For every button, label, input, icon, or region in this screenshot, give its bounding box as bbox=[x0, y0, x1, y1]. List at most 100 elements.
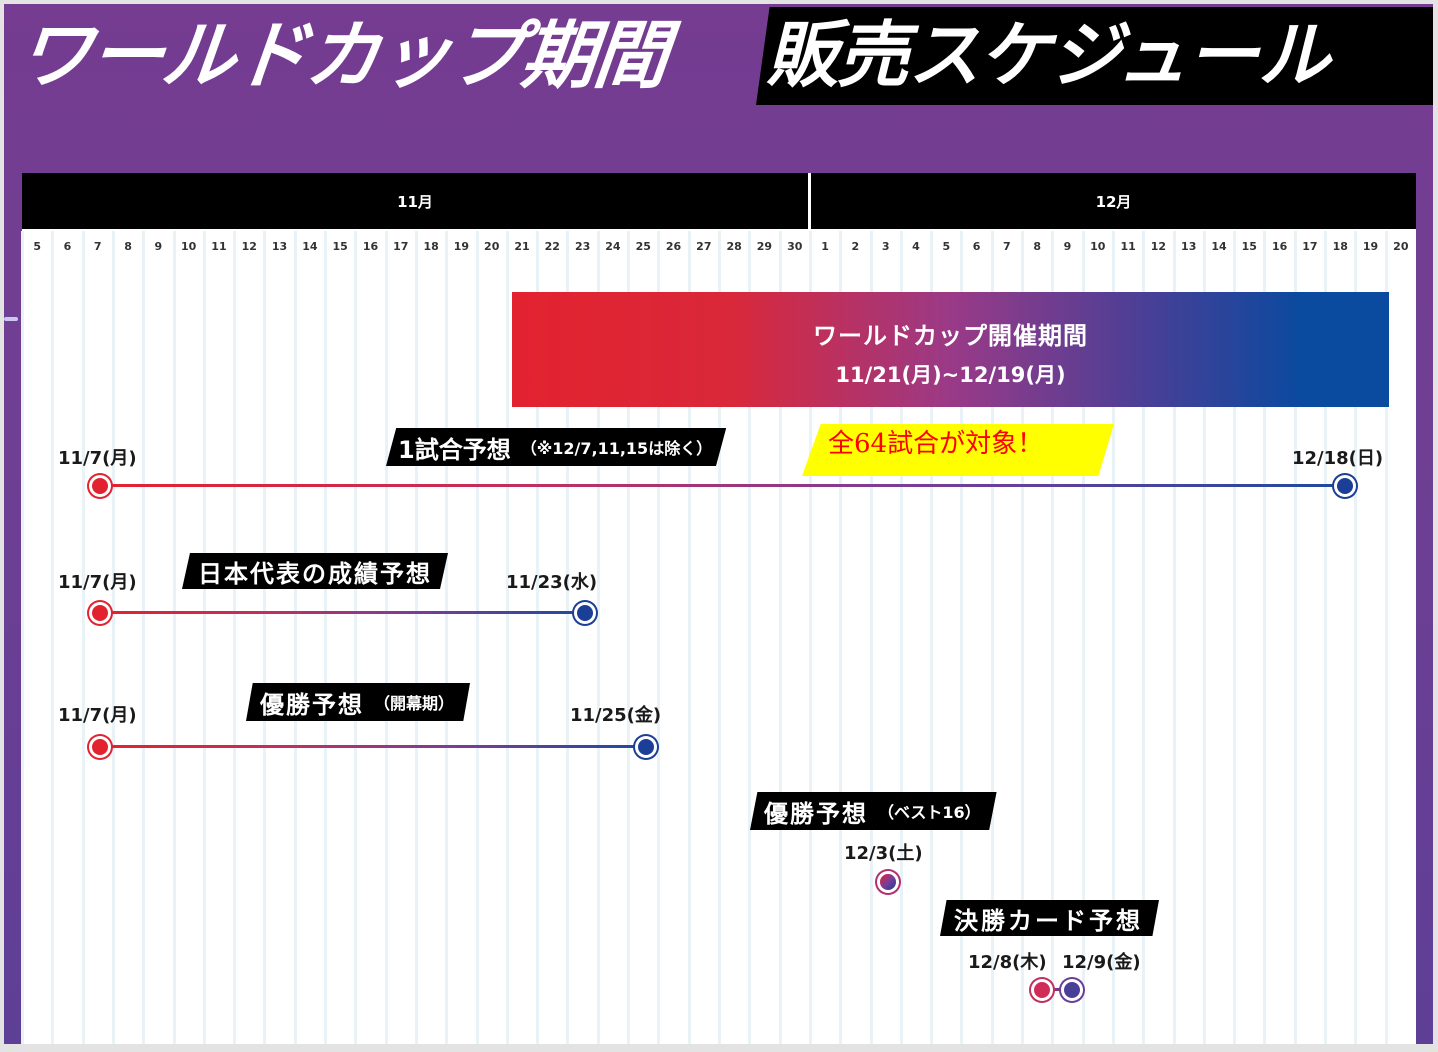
end-date-label: 11/23(水) bbox=[506, 572, 598, 593]
day-gridline bbox=[263, 231, 267, 1044]
day-label: 7 bbox=[93, 239, 102, 253]
day-label: 17 bbox=[393, 239, 409, 253]
period-line bbox=[100, 484, 1345, 487]
day-gridline bbox=[808, 231, 812, 1044]
day-label: 26 bbox=[665, 239, 682, 253]
day-label: 9 bbox=[1063, 239, 1072, 253]
day-gridline bbox=[566, 231, 570, 1044]
callout-highlight bbox=[802, 424, 1114, 476]
day-gridline bbox=[51, 231, 55, 1044]
day-label: 2 bbox=[851, 239, 860, 253]
day-label: 17 bbox=[1302, 239, 1318, 253]
day-gridline bbox=[748, 231, 752, 1044]
day-gridline bbox=[657, 231, 661, 1044]
start-dot-icon bbox=[92, 478, 108, 494]
day-label: 16 bbox=[1271, 239, 1288, 253]
world-cup-period-band: ワールドカップ開催期間 11/21(月)~12/19(月) bbox=[512, 292, 1389, 407]
day-gridline bbox=[1081, 231, 1085, 1044]
day-gridline bbox=[1142, 231, 1146, 1044]
day-gridline bbox=[960, 231, 964, 1044]
schedule-name: 決勝カード予想 bbox=[954, 906, 1143, 935]
day-gridline bbox=[627, 231, 631, 1044]
end-dot-icon bbox=[1337, 478, 1353, 494]
end-dot-icon bbox=[1064, 982, 1080, 998]
title-left: ワールドカップ期間 bbox=[13, 13, 671, 99]
day-label: 14 bbox=[302, 239, 318, 253]
day-label: 18 bbox=[1332, 239, 1348, 253]
day-label: 4 bbox=[912, 239, 920, 253]
day-label: 14 bbox=[1211, 239, 1227, 253]
end-dot-icon bbox=[577, 605, 593, 621]
day-gridline bbox=[930, 231, 934, 1044]
schedule-note: （※12/7,11,15は除く） bbox=[520, 439, 713, 458]
callout-text: 全64試合が対象！ bbox=[828, 429, 1044, 459]
day-label: 11 bbox=[211, 239, 227, 253]
day-gridline bbox=[1263, 231, 1267, 1044]
day-gridline bbox=[1384, 231, 1388, 1044]
day-gridline bbox=[354, 231, 358, 1044]
month-header-nov: 11月 bbox=[22, 173, 808, 229]
day-gridline bbox=[1233, 231, 1237, 1044]
day-label: 10 bbox=[1090, 239, 1106, 253]
start-date-label: 11/7(月) bbox=[58, 572, 137, 593]
day-gridline bbox=[21, 231, 24, 1044]
day-label: 11 bbox=[1120, 239, 1136, 253]
day-gridline bbox=[1051, 231, 1055, 1044]
day-label: 25 bbox=[635, 239, 651, 253]
day-label: 10 bbox=[181, 239, 197, 253]
decorative-mark bbox=[4, 317, 18, 321]
schedule-label-winner-opening: 優勝予想 （開幕期） bbox=[246, 683, 471, 721]
day-gridline bbox=[384, 231, 388, 1044]
day-label: 6 bbox=[63, 239, 72, 253]
day-label: 27 bbox=[696, 239, 712, 253]
day-gridline bbox=[839, 231, 843, 1044]
day-gridline bbox=[778, 231, 782, 1044]
start-date-label: 11/7(月) bbox=[58, 705, 137, 726]
single-day-dot-icon bbox=[880, 874, 896, 890]
day-gridline bbox=[445, 231, 449, 1044]
month-header-dec: 12月 bbox=[811, 173, 1416, 229]
day-gridline bbox=[172, 231, 176, 1044]
schedule-note: （開幕期） bbox=[374, 694, 455, 713]
start-dot-icon bbox=[92, 739, 108, 755]
day-label: 30 bbox=[787, 239, 803, 253]
day-label: 20 bbox=[1393, 239, 1409, 253]
day-label: 8 bbox=[124, 239, 132, 253]
day-gridline bbox=[1172, 231, 1176, 1044]
day-label: 29 bbox=[756, 239, 773, 253]
day-gridline bbox=[202, 231, 206, 1044]
schedule-poster: ワールドカップ期間 販売スケジュール 11月 12月 5 6 7 8 9 10 11 12 13… bbox=[4, 4, 1433, 1044]
day-label: 23 bbox=[574, 239, 591, 253]
day-label: 13 bbox=[1181, 239, 1197, 253]
schedule-name: 1試合予想 bbox=[398, 435, 511, 464]
day-gridline bbox=[81, 231, 85, 1044]
end-dot-icon bbox=[638, 739, 654, 755]
schedule-name: 優勝予想 bbox=[260, 690, 364, 719]
schedule-label-winner-best16: 優勝予想 （ベスト16） bbox=[750, 792, 997, 830]
day-gridline bbox=[869, 231, 873, 1044]
day-label: 15 bbox=[332, 239, 348, 253]
day-label: 6 bbox=[972, 239, 981, 253]
period-line bbox=[100, 745, 646, 748]
schedule-note: （ベスト16） bbox=[878, 803, 981, 822]
day-gridline bbox=[596, 231, 600, 1044]
day-header-row: 5 6 7 8 9 10 11 12 13 14 15 16 17 18 19 20 21 22 23 24 25 26 2… bbox=[22, 231, 1416, 261]
day-label: 24 bbox=[605, 239, 621, 253]
end-date-label: 12/18(日) bbox=[1292, 448, 1384, 469]
day-label: 18 bbox=[423, 239, 439, 253]
day-label: 19 bbox=[453, 239, 470, 253]
day-gridline bbox=[111, 231, 115, 1044]
schedule-label-final-card: 決勝カード予想 bbox=[940, 900, 1159, 936]
day-label: 8 bbox=[1033, 239, 1041, 253]
end-date-label: 12/9(金) bbox=[1062, 952, 1141, 973]
start-dot-icon bbox=[92, 605, 108, 621]
day-gridline bbox=[1021, 231, 1025, 1044]
day-label: 1 bbox=[821, 239, 829, 253]
day-gridline bbox=[1293, 231, 1297, 1044]
day-gridline bbox=[324, 231, 328, 1044]
day-gridline bbox=[414, 231, 418, 1044]
day-label: 12 bbox=[241, 239, 257, 253]
day-gridline bbox=[899, 231, 903, 1044]
day-gridline bbox=[475, 231, 479, 1044]
schedule-label-japan-results: 日本代表の成績予想 bbox=[182, 553, 448, 589]
